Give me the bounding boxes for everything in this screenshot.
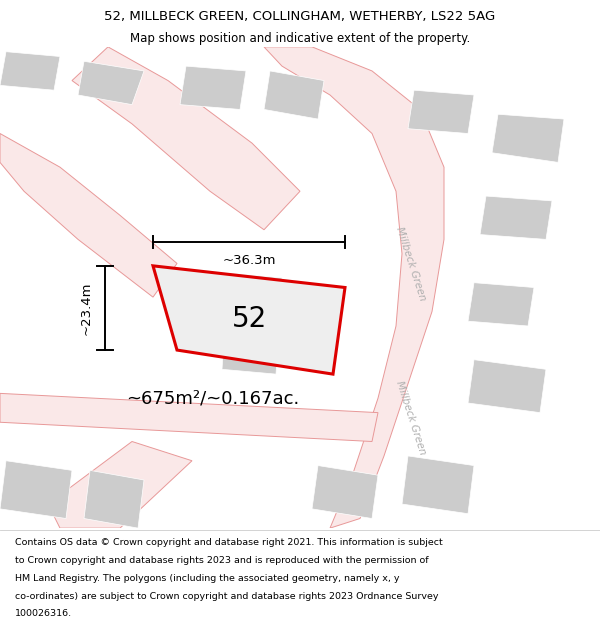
Polygon shape (0, 393, 378, 441)
Text: Millbeck Green: Millbeck Green (394, 225, 428, 302)
Polygon shape (402, 456, 474, 514)
Text: ~675m²/~0.167ac.: ~675m²/~0.167ac. (126, 389, 299, 408)
Polygon shape (222, 273, 282, 374)
Polygon shape (480, 196, 552, 239)
Polygon shape (84, 471, 144, 528)
Polygon shape (264, 71, 324, 119)
Polygon shape (312, 466, 378, 519)
Text: ~36.3m: ~36.3m (222, 254, 276, 267)
Polygon shape (0, 134, 177, 297)
Text: Map shows position and indicative extent of the property.: Map shows position and indicative extent… (130, 32, 470, 45)
Text: HM Land Registry. The polygons (including the associated geometry, namely x, y: HM Land Registry. The polygons (includin… (15, 574, 400, 582)
Polygon shape (0, 52, 60, 90)
Text: ~23.4m: ~23.4m (80, 281, 93, 335)
Polygon shape (492, 114, 564, 162)
Text: to Crown copyright and database rights 2023 and is reproduced with the permissio: to Crown copyright and database rights 2… (15, 556, 428, 565)
Polygon shape (48, 441, 192, 528)
Polygon shape (408, 90, 474, 134)
Text: Millbeck Green: Millbeck Green (394, 379, 428, 456)
Polygon shape (264, 47, 444, 528)
Polygon shape (78, 61, 144, 104)
Polygon shape (153, 266, 345, 374)
Polygon shape (468, 359, 546, 413)
Polygon shape (180, 66, 246, 109)
Text: Contains OS data © Crown copyright and database right 2021. This information is : Contains OS data © Crown copyright and d… (15, 538, 443, 547)
Polygon shape (0, 461, 72, 519)
Polygon shape (468, 282, 534, 326)
Text: 52: 52 (232, 305, 266, 332)
Text: 52, MILLBECK GREEN, COLLINGHAM, WETHERBY, LS22 5AG: 52, MILLBECK GREEN, COLLINGHAM, WETHERBY… (104, 10, 496, 23)
Text: 100026316.: 100026316. (15, 609, 72, 619)
Polygon shape (72, 47, 300, 230)
Text: co-ordinates) are subject to Crown copyright and database rights 2023 Ordnance S: co-ordinates) are subject to Crown copyr… (15, 592, 439, 601)
